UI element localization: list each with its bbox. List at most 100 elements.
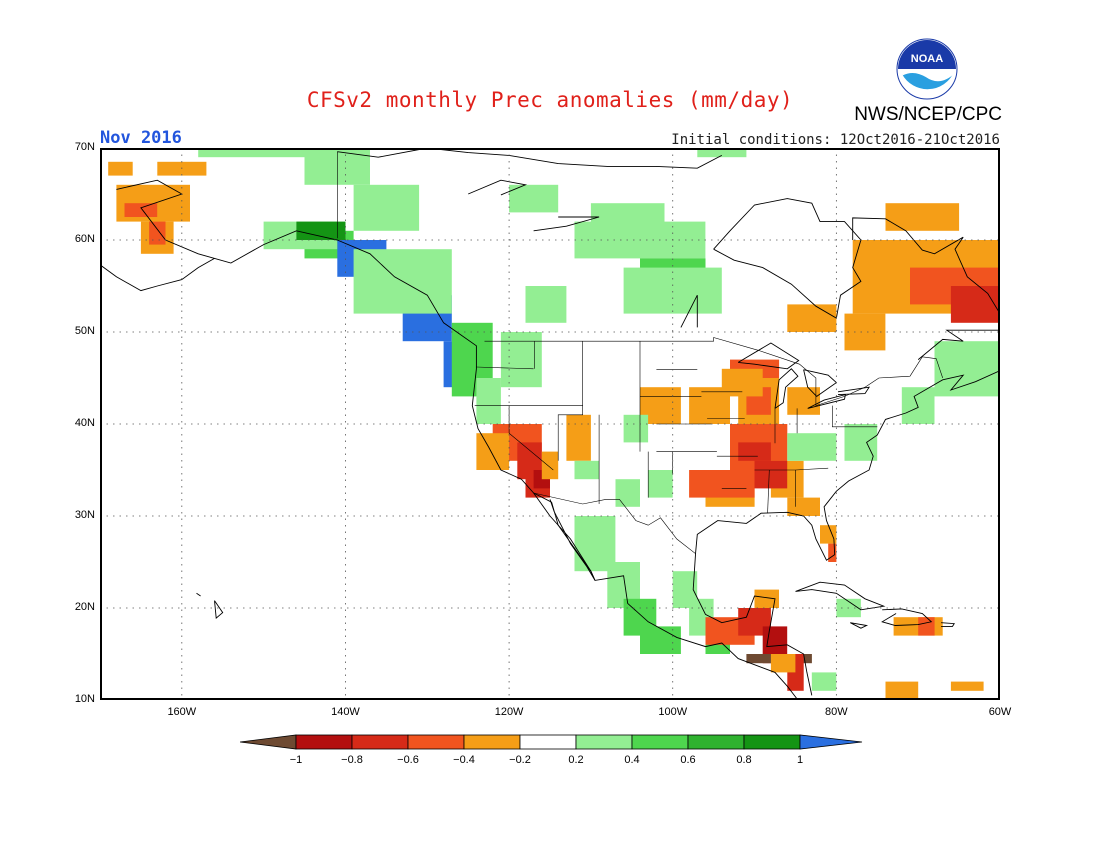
- forecast-month-label: Nov 2016: [100, 128, 182, 148]
- longitude-tick-label: 120W: [494, 706, 524, 718]
- longitude-tick-label: 160W: [167, 706, 197, 718]
- anomaly-cell: [697, 148, 747, 158]
- colorbar-tick-label: 0.8: [736, 754, 751, 766]
- anomaly-cell: [623, 414, 649, 443]
- coastline: [850, 622, 869, 629]
- anomaly-cell: [525, 286, 567, 323]
- noaa-logo: NOAA: [896, 38, 958, 100]
- anomaly-cell: [721, 368, 763, 397]
- latitude-tick-label: 10N: [74, 693, 95, 705]
- anomaly-cell: [615, 479, 640, 507]
- map-frame: [100, 148, 1000, 700]
- anomaly-cell: [754, 460, 788, 489]
- anomaly-cell: [476, 378, 501, 424]
- colorbar-tick-label: 0.6: [680, 754, 695, 766]
- colorbar-tick-label: −0.2: [509, 754, 531, 766]
- anomaly-cell: [623, 267, 722, 314]
- political-border: [533, 492, 696, 554]
- longitude-tick-label: 80W: [825, 706, 848, 718]
- latitude-tick-label: 20N: [74, 601, 95, 613]
- political-border: [484, 337, 943, 407]
- anomaly-cell: [353, 184, 420, 231]
- anomaly-cell: [901, 387, 935, 424]
- coastline: [533, 216, 600, 232]
- political-border: [832, 405, 878, 428]
- coastline: [116, 179, 799, 700]
- colorbar-arrow-low: [240, 734, 297, 750]
- chart-title: CFSv2 monthly Prec anomalies (mm/day): [306, 88, 794, 112]
- coastlines: [100, 148, 1000, 700]
- precip-anomaly-map: [100, 148, 1000, 700]
- colorbar-swatch: [295, 734, 353, 750]
- colorbar-tick-label: 1: [797, 754, 803, 766]
- political-border: [767, 469, 770, 514]
- anomaly-cell: [950, 286, 1000, 323]
- anomaly-cell: [787, 304, 837, 332]
- anomaly-cell: [500, 332, 542, 388]
- noaa-logo-text: NOAA: [911, 53, 943, 65]
- colorbar-tick-label: −0.8: [341, 754, 363, 766]
- anomaly-cell: [566, 414, 591, 461]
- anomaly-cell: [820, 525, 837, 544]
- longitude-tick-label: 60W: [988, 706, 1012, 718]
- coastline: [214, 600, 224, 619]
- anomaly-cell: [476, 433, 510, 470]
- coastline: [100, 258, 215, 292]
- coastline: [737, 342, 800, 370]
- coastline: [196, 592, 201, 597]
- colorbar-swatch: [575, 734, 633, 750]
- coastline: [692, 370, 1000, 696]
- anomaly-cell: [811, 672, 837, 691]
- anomaly-cell: [787, 387, 820, 415]
- coastline: [803, 369, 838, 397]
- colorbar-arrow-high: [799, 734, 863, 750]
- latitude-tick-label: 30N: [74, 509, 95, 521]
- colorbar-tick-label: 0.2: [568, 754, 583, 766]
- coastline: [468, 179, 528, 196]
- latitude-tick-label: 70N: [74, 141, 95, 153]
- anomaly-cell: [885, 203, 960, 231]
- latitude-tick-label: 50N: [74, 325, 95, 337]
- anomaly-cell: [509, 184, 559, 213]
- colorbar-swatch: [463, 734, 521, 750]
- longitude-tick-label: 100W: [658, 706, 688, 718]
- anomaly-cell: [918, 617, 935, 636]
- coastline: [774, 368, 799, 409]
- political-border: [557, 341, 583, 461]
- graticule: [100, 148, 1000, 700]
- longitude-tick-label: 140W: [331, 706, 360, 718]
- coastline: [337, 148, 723, 169]
- coastline: [941, 622, 955, 627]
- colorbar-swatch: [743, 734, 801, 750]
- anomaly-cell: [885, 681, 919, 700]
- coastline: [795, 581, 886, 611]
- anomaly-cell: [689, 470, 755, 498]
- anomaly-cell: [828, 543, 837, 562]
- anomaly-cell: [198, 148, 346, 158]
- anomaly-cell: [640, 626, 681, 654]
- coastline: [917, 329, 1000, 360]
- anomaly-cell: [787, 433, 837, 461]
- colorbar-swatch: [407, 734, 465, 750]
- anomaly-cell: [541, 451, 559, 480]
- political-border: [476, 366, 534, 370]
- coastline: [837, 386, 871, 396]
- anomaly-cell: [844, 424, 878, 461]
- anomaly-cell: [738, 442, 771, 461]
- anomaly-cell: [844, 313, 886, 351]
- colorbar-swatch: [351, 734, 409, 750]
- coastline: [533, 492, 596, 581]
- anomaly-cell: [934, 341, 1000, 397]
- colorbar: −1 −0.8 −0.6 −0.4 −0.2 0.2 0.4 0.6 0.8 1: [240, 734, 863, 766]
- anomaly-cell: [296, 221, 346, 240]
- anomaly-cell: [574, 460, 599, 480]
- colorbar-tick-label: −0.6: [397, 754, 419, 766]
- anomaly-cell: [648, 470, 673, 498]
- coastline: [881, 608, 933, 626]
- anomaly-cell: [950, 681, 984, 691]
- anomaly-cells: [108, 148, 1000, 700]
- colorbar-swatches: [240, 734, 863, 750]
- coastline: [852, 217, 1000, 314]
- agency-label: NWS/NCEP/CPC: [854, 104, 1002, 125]
- initial-conditions-label: Initial conditions: 12Oct2016-21Oct2016: [671, 132, 1000, 148]
